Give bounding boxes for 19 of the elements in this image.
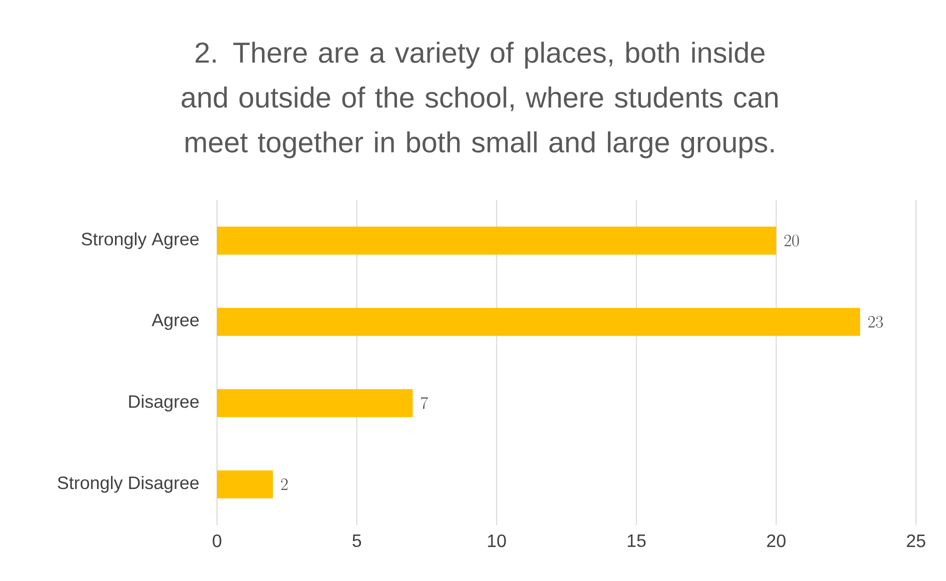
data-label: 20 xyxy=(784,234,799,246)
chart-title: 2. There are a variety of places, both inside and outside of the school, where students can meet together in both small and large groups. xyxy=(182,42,778,158)
x-tick-label: 15 xyxy=(628,534,646,548)
x-tick-label: 0 xyxy=(212,534,222,548)
data-label: 7 xyxy=(421,397,428,409)
data-label: 23 xyxy=(868,316,883,328)
y-tick-label: Strongly Disagree xyxy=(58,476,199,493)
y-tick-label: Agree xyxy=(152,314,199,330)
data-label: 2 xyxy=(281,478,288,490)
y-tick-label: Disagree xyxy=(129,394,199,412)
x-tick-label: 10 xyxy=(488,534,506,548)
bar xyxy=(217,470,273,498)
x-tick-label: 25 xyxy=(906,534,926,548)
y-tick-label: Strongly Agree xyxy=(82,232,199,249)
bar xyxy=(217,308,860,336)
x-tick-label: 20 xyxy=(767,534,786,548)
bar xyxy=(217,226,776,255)
x-tick-label: 5 xyxy=(352,534,362,548)
bar xyxy=(217,389,413,418)
